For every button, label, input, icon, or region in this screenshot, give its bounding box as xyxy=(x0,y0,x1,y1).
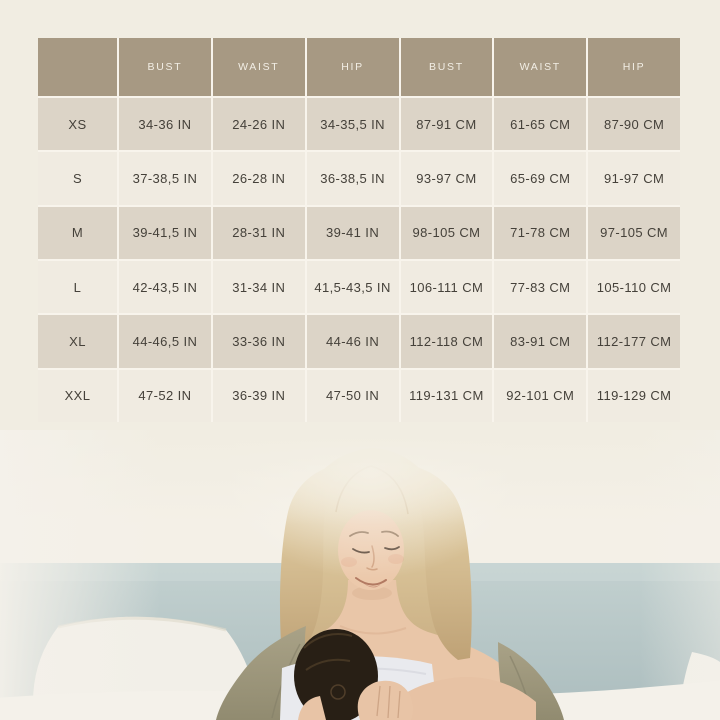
value-cell: 47-50 IN xyxy=(306,369,399,422)
value-cell: 119-131 CM xyxy=(400,369,493,422)
value-cell: 98-105 CM xyxy=(400,206,493,259)
value-cell: 61-65 CM xyxy=(494,98,587,151)
value-cell: 31-34 IN xyxy=(212,260,305,314)
value-cell: 28-31 IN xyxy=(212,206,305,259)
value-cell: 87-90 CM xyxy=(588,98,680,151)
value-cell: 26-28 IN xyxy=(212,152,305,205)
mother-baby-photo xyxy=(0,430,720,720)
header-cell-waist-cm: WAIST xyxy=(494,38,587,96)
value-cell: 37-38,5 IN xyxy=(119,152,211,205)
value-cell: 39-41,5 IN xyxy=(119,206,211,259)
woman-face xyxy=(338,510,404,590)
size-cell: S xyxy=(38,152,117,205)
header-cell-hip-in: HIP xyxy=(306,38,399,96)
value-cell: 47-52 IN xyxy=(119,369,211,422)
value-cell: 65-69 CM xyxy=(494,152,587,205)
value-cell: 93-97 CM xyxy=(400,152,493,205)
value-cell: 36-38,5 IN xyxy=(306,152,399,205)
value-cell: 112-177 CM xyxy=(588,315,680,368)
value-cell: 77-83 CM xyxy=(494,260,587,314)
value-cell: 41,5-43,5 IN xyxy=(306,260,399,314)
size-cell: L xyxy=(38,260,117,314)
mother-baby-photo-art xyxy=(0,430,720,720)
value-cell: 106-111 CM xyxy=(400,260,493,314)
value-cell: 83-91 CM xyxy=(494,315,587,368)
size-cell: XS xyxy=(38,98,117,151)
header-cell-size xyxy=(38,38,117,96)
value-cell: 71-78 CM xyxy=(494,206,587,259)
size-cell: XL xyxy=(38,315,117,368)
size-cell: XXL xyxy=(38,369,117,422)
value-cell: 34-36 IN xyxy=(119,98,211,151)
header-cell-bust-cm: BUST xyxy=(400,38,493,96)
header-cell-bust-in: BUST xyxy=(119,38,211,96)
value-cell: 36-39 IN xyxy=(212,369,305,422)
value-cell: 92-101 CM xyxy=(494,369,587,422)
value-cell: 91-97 CM xyxy=(588,152,680,205)
value-cell: 39-41 IN xyxy=(306,206,399,259)
size-cell: M xyxy=(38,206,117,259)
value-cell: 33-36 IN xyxy=(212,315,305,368)
mother-fingers-left xyxy=(298,696,326,720)
value-cell: 87-91 CM xyxy=(400,98,493,151)
mother-forearm xyxy=(388,677,536,720)
value-cell: 105-110 CM xyxy=(588,260,680,314)
size-chart-table: BUST WAIST HIP BUST WAIST HIP XS 34-36 I… xyxy=(38,38,680,422)
value-cell: 24-26 IN xyxy=(212,98,305,151)
value-cell: 119-129 CM xyxy=(588,369,680,422)
header-cell-hip-cm: HIP xyxy=(588,38,680,96)
header-cell-waist-in: WAIST xyxy=(212,38,305,96)
value-cell: 44-46 IN xyxy=(306,315,399,368)
value-cell: 112-118 CM xyxy=(400,315,493,368)
value-cell: 42-43,5 IN xyxy=(119,260,211,314)
value-cell: 44-46,5 IN xyxy=(119,315,211,368)
value-cell: 97-105 CM xyxy=(588,206,680,259)
value-cell: 34-35,5 IN xyxy=(306,98,399,151)
baby-head xyxy=(294,629,378,720)
